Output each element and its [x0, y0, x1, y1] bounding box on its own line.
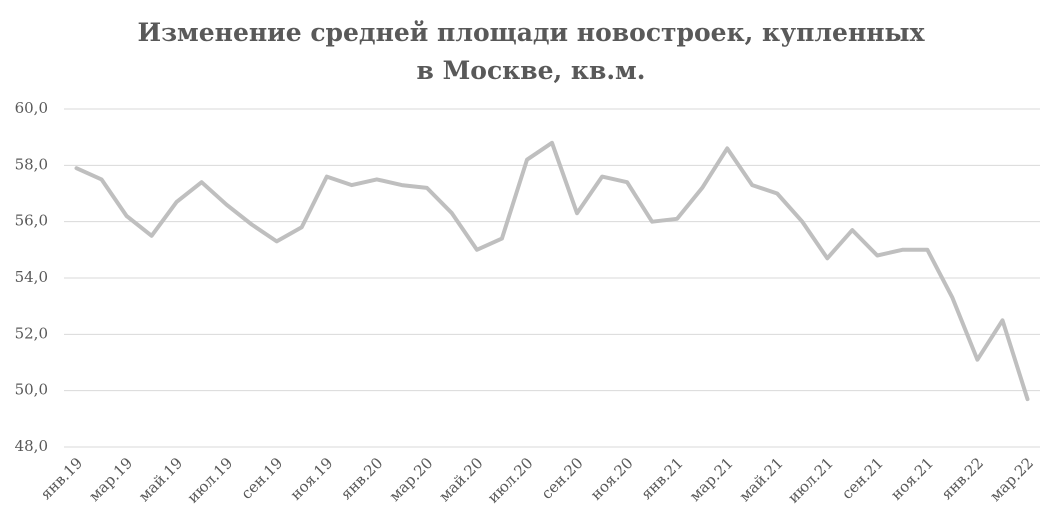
x-tick-label: янв.20	[337, 454, 386, 503]
x-tick-label: ноя.21	[887, 454, 937, 504]
x-tick-label: ноя.20	[587, 454, 637, 504]
x-tick-label: янв.19	[37, 454, 86, 503]
y-tick-label: 60,0	[15, 99, 48, 117]
chart-title: Изменение средней площади новостроек, ку…	[137, 18, 925, 85]
x-tick-label: май.21	[736, 454, 787, 505]
x-tick-label: мар.19	[85, 454, 136, 505]
y-tick-label: 48,0	[15, 437, 48, 455]
x-tick-label: июл.21	[784, 454, 837, 507]
y-tick-label: 54,0	[15, 268, 48, 286]
x-tick-label: май.19	[135, 454, 186, 505]
x-tick-label: янв.22	[938, 454, 987, 503]
x-tick-label: мар.21	[686, 454, 737, 505]
x-tick-label: июл.19	[184, 454, 237, 507]
x-tick-label: сен.19	[237, 454, 286, 503]
y-tick-label: 58,0	[15, 155, 48, 173]
x-tick-label: янв.21	[637, 454, 686, 503]
data-line	[74, 140, 1030, 402]
x-tick-label: май.20	[435, 454, 486, 505]
x-tick-label: мар.20	[386, 454, 437, 505]
x-tick-label: сен.20	[538, 454, 587, 503]
x-tick-label: ноя.19	[287, 454, 337, 504]
x-tick-label: мар.22	[986, 454, 1037, 505]
x-tick-label: сен.21	[838, 454, 887, 503]
x-tick-label: июл.20	[484, 454, 537, 507]
y-tick-label: 56,0	[15, 212, 48, 230]
y-tick-label: 52,0	[15, 324, 48, 342]
y-tick-label: 50,0	[15, 381, 48, 399]
